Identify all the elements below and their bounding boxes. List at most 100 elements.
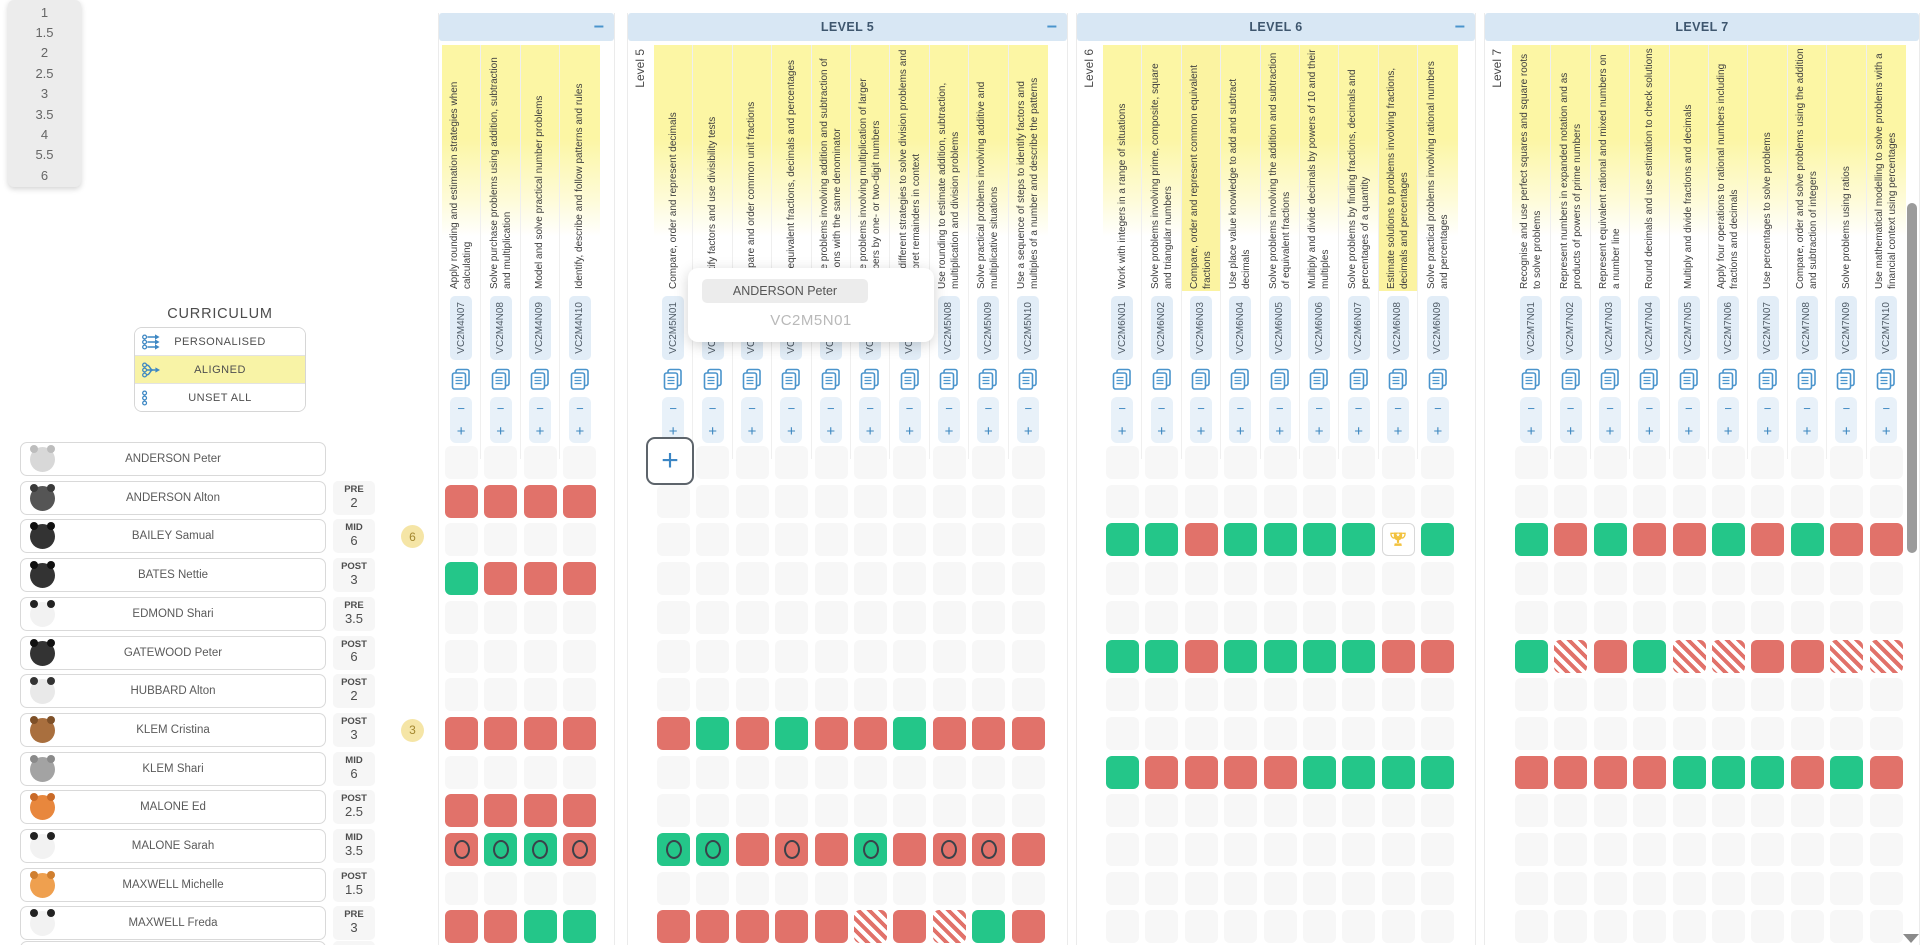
result-cell-empty[interactable] [1263, 833, 1297, 866]
result-cell-empty[interactable] [1303, 600, 1336, 634]
objective-report-icon[interactable] [701, 367, 725, 391]
result-cell-not-achieved[interactable] [484, 910, 518, 944]
remove-objective-button[interactable]: − [1354, 401, 1363, 416]
result-cell-empty[interactable] [1712, 910, 1745, 944]
objective-code-chip[interactable]: VC2M4N10 [568, 296, 591, 360]
result-cell-empty[interactable] [1303, 678, 1336, 712]
dropdown-option[interactable]: 3 [40, 86, 49, 102]
result-cell-empty[interactable] [1830, 600, 1864, 634]
result-cell-empty[interactable] [972, 794, 1006, 828]
result-cell-empty[interactable] [1421, 910, 1455, 944]
add-objective-button[interactable]: + [1354, 423, 1363, 440]
result-cell-empty[interactable] [1106, 910, 1139, 944]
result-cell-empty[interactable] [563, 600, 597, 634]
objective-code-chip[interactable]: VC2M6N09 [1426, 296, 1449, 360]
result-cell-empty[interactable] [1145, 716, 1179, 750]
result-cell-not-achieved[interactable] [735, 833, 769, 866]
result-cell-empty[interactable] [484, 755, 518, 789]
result-cell-empty[interactable] [1184, 716, 1218, 750]
result-cell-not-achieved[interactable] [814, 716, 848, 750]
dropdown-option[interactable]: 2 [40, 45, 49, 61]
result-cell-not-achieved-marked[interactable] [563, 833, 597, 866]
add-objective-button[interactable]: + [1433, 423, 1443, 440]
result-cell-not-achieved[interactable] [523, 716, 557, 750]
result-cell-achieved[interactable] [1381, 755, 1415, 789]
result-cell-empty[interactable] [1303, 871, 1336, 905]
result-cell-not-achieved[interactable] [1554, 523, 1588, 557]
result-cell-trophy[interactable]: ★ [1381, 523, 1415, 557]
result-cell-empty[interactable] [1011, 639, 1045, 673]
result-cell-empty[interactable] [1515, 910, 1548, 944]
result-cell-empty[interactable] [1224, 446, 1258, 479]
result-cell-empty[interactable] [1790, 833, 1824, 866]
result-cell-empty[interactable] [1554, 600, 1588, 634]
result-cell-empty[interactable] [1751, 562, 1785, 596]
result-cell-empty[interactable] [1515, 446, 1548, 479]
result-cell-achieved[interactable] [1224, 639, 1258, 673]
objective-code-chip[interactable]: VC2M6N05 [1268, 296, 1291, 360]
result-cell-partial-hatched[interactable] [1712, 639, 1745, 673]
result-cell-empty[interactable] [1224, 794, 1258, 828]
result-cell-empty[interactable] [1011, 871, 1045, 905]
result-cell-empty[interactable] [854, 446, 887, 479]
remove-objective-button[interactable]: − [457, 401, 465, 416]
result-cell-empty[interactable] [1633, 484, 1667, 518]
result-cell-empty[interactable] [1633, 562, 1667, 596]
result-cell-not-achieved[interactable] [854, 716, 887, 750]
objective-report-icon[interactable] [1150, 367, 1174, 391]
result-cell-empty[interactable] [1011, 523, 1045, 557]
add-objective-button[interactable]: + [575, 423, 585, 440]
result-cell-empty[interactable] [484, 523, 518, 557]
objective-report-icon[interactable] [449, 367, 473, 391]
remove-objective-button[interactable]: − [1024, 401, 1033, 416]
result-cell-empty[interactable] [1790, 562, 1824, 596]
result-cell-achieved[interactable] [1303, 523, 1336, 557]
result-cell-empty[interactable] [657, 523, 690, 557]
result-cell-empty[interactable] [1672, 794, 1706, 828]
result-cell-empty[interactable] [1869, 871, 1903, 905]
add-objective-button[interactable]: + [1314, 423, 1324, 440]
result-cell-empty[interactable] [1554, 678, 1588, 712]
add-objective-button[interactable]: + [496, 423, 505, 440]
result-cell-not-achieved[interactable] [523, 794, 557, 828]
result-cell-not-achieved-marked[interactable] [445, 833, 478, 866]
result-cell-empty[interactable] [972, 562, 1006, 596]
result-cell-empty[interactable] [775, 794, 809, 828]
result-cell-not-achieved[interactable] [735, 716, 769, 750]
student-row[interactable]: EDMOND Shari [20, 596, 326, 631]
result-cell-empty[interactable] [1790, 794, 1824, 828]
objective-code-chip[interactable]: VC2M6N06 [1308, 296, 1331, 360]
result-cell-not-achieved[interactable] [445, 910, 478, 944]
result-cell-achieved[interactable] [1106, 755, 1139, 789]
remove-objective-button[interactable]: − [1236, 401, 1245, 416]
result-cell-empty[interactable] [972, 523, 1006, 557]
result-cell-empty[interactable] [1751, 678, 1785, 712]
result-cell-empty[interactable] [1869, 794, 1903, 828]
result-cell-empty[interactable] [1342, 562, 1376, 596]
result-cell-achieved[interactable] [696, 716, 730, 750]
objective-report-icon[interactable] [661, 367, 685, 391]
add-objective-button[interactable]: + [1117, 423, 1127, 440]
objective-report-icon[interactable] [1677, 367, 1701, 391]
dropdown-option[interactable]: 2.5 [35, 65, 54, 81]
result-cell-empty[interactable] [1303, 910, 1336, 944]
result-cell-empty[interactable] [735, 639, 769, 673]
add-objective-button[interactable]: + [535, 423, 545, 440]
result-cell-empty[interactable] [735, 755, 769, 789]
result-cell-empty[interactable] [893, 600, 927, 634]
result-cell-empty[interactable] [1712, 716, 1745, 750]
result-cell-empty[interactable] [1869, 600, 1903, 634]
result-cell-empty[interactable] [972, 639, 1006, 673]
result-cell-empty[interactable] [893, 484, 927, 518]
objective-report-icon[interactable] [1559, 367, 1583, 391]
result-cell-empty[interactable] [1633, 871, 1667, 905]
student-row[interactable]: KLEM Cristina [20, 712, 326, 747]
result-cell-empty[interactable] [1790, 871, 1824, 905]
objective-code-chip[interactable]: VC2M6N07 [1347, 296, 1370, 360]
result-cell-empty[interactable] [854, 562, 887, 596]
result-cell-not-achieved[interactable] [1751, 639, 1785, 673]
result-cell-empty[interactable] [932, 871, 966, 905]
objective-code-chip[interactable]: VC2M4N09 [528, 296, 551, 360]
result-cell-empty[interactable] [1712, 871, 1745, 905]
objective-report-icon[interactable] [1519, 367, 1543, 391]
